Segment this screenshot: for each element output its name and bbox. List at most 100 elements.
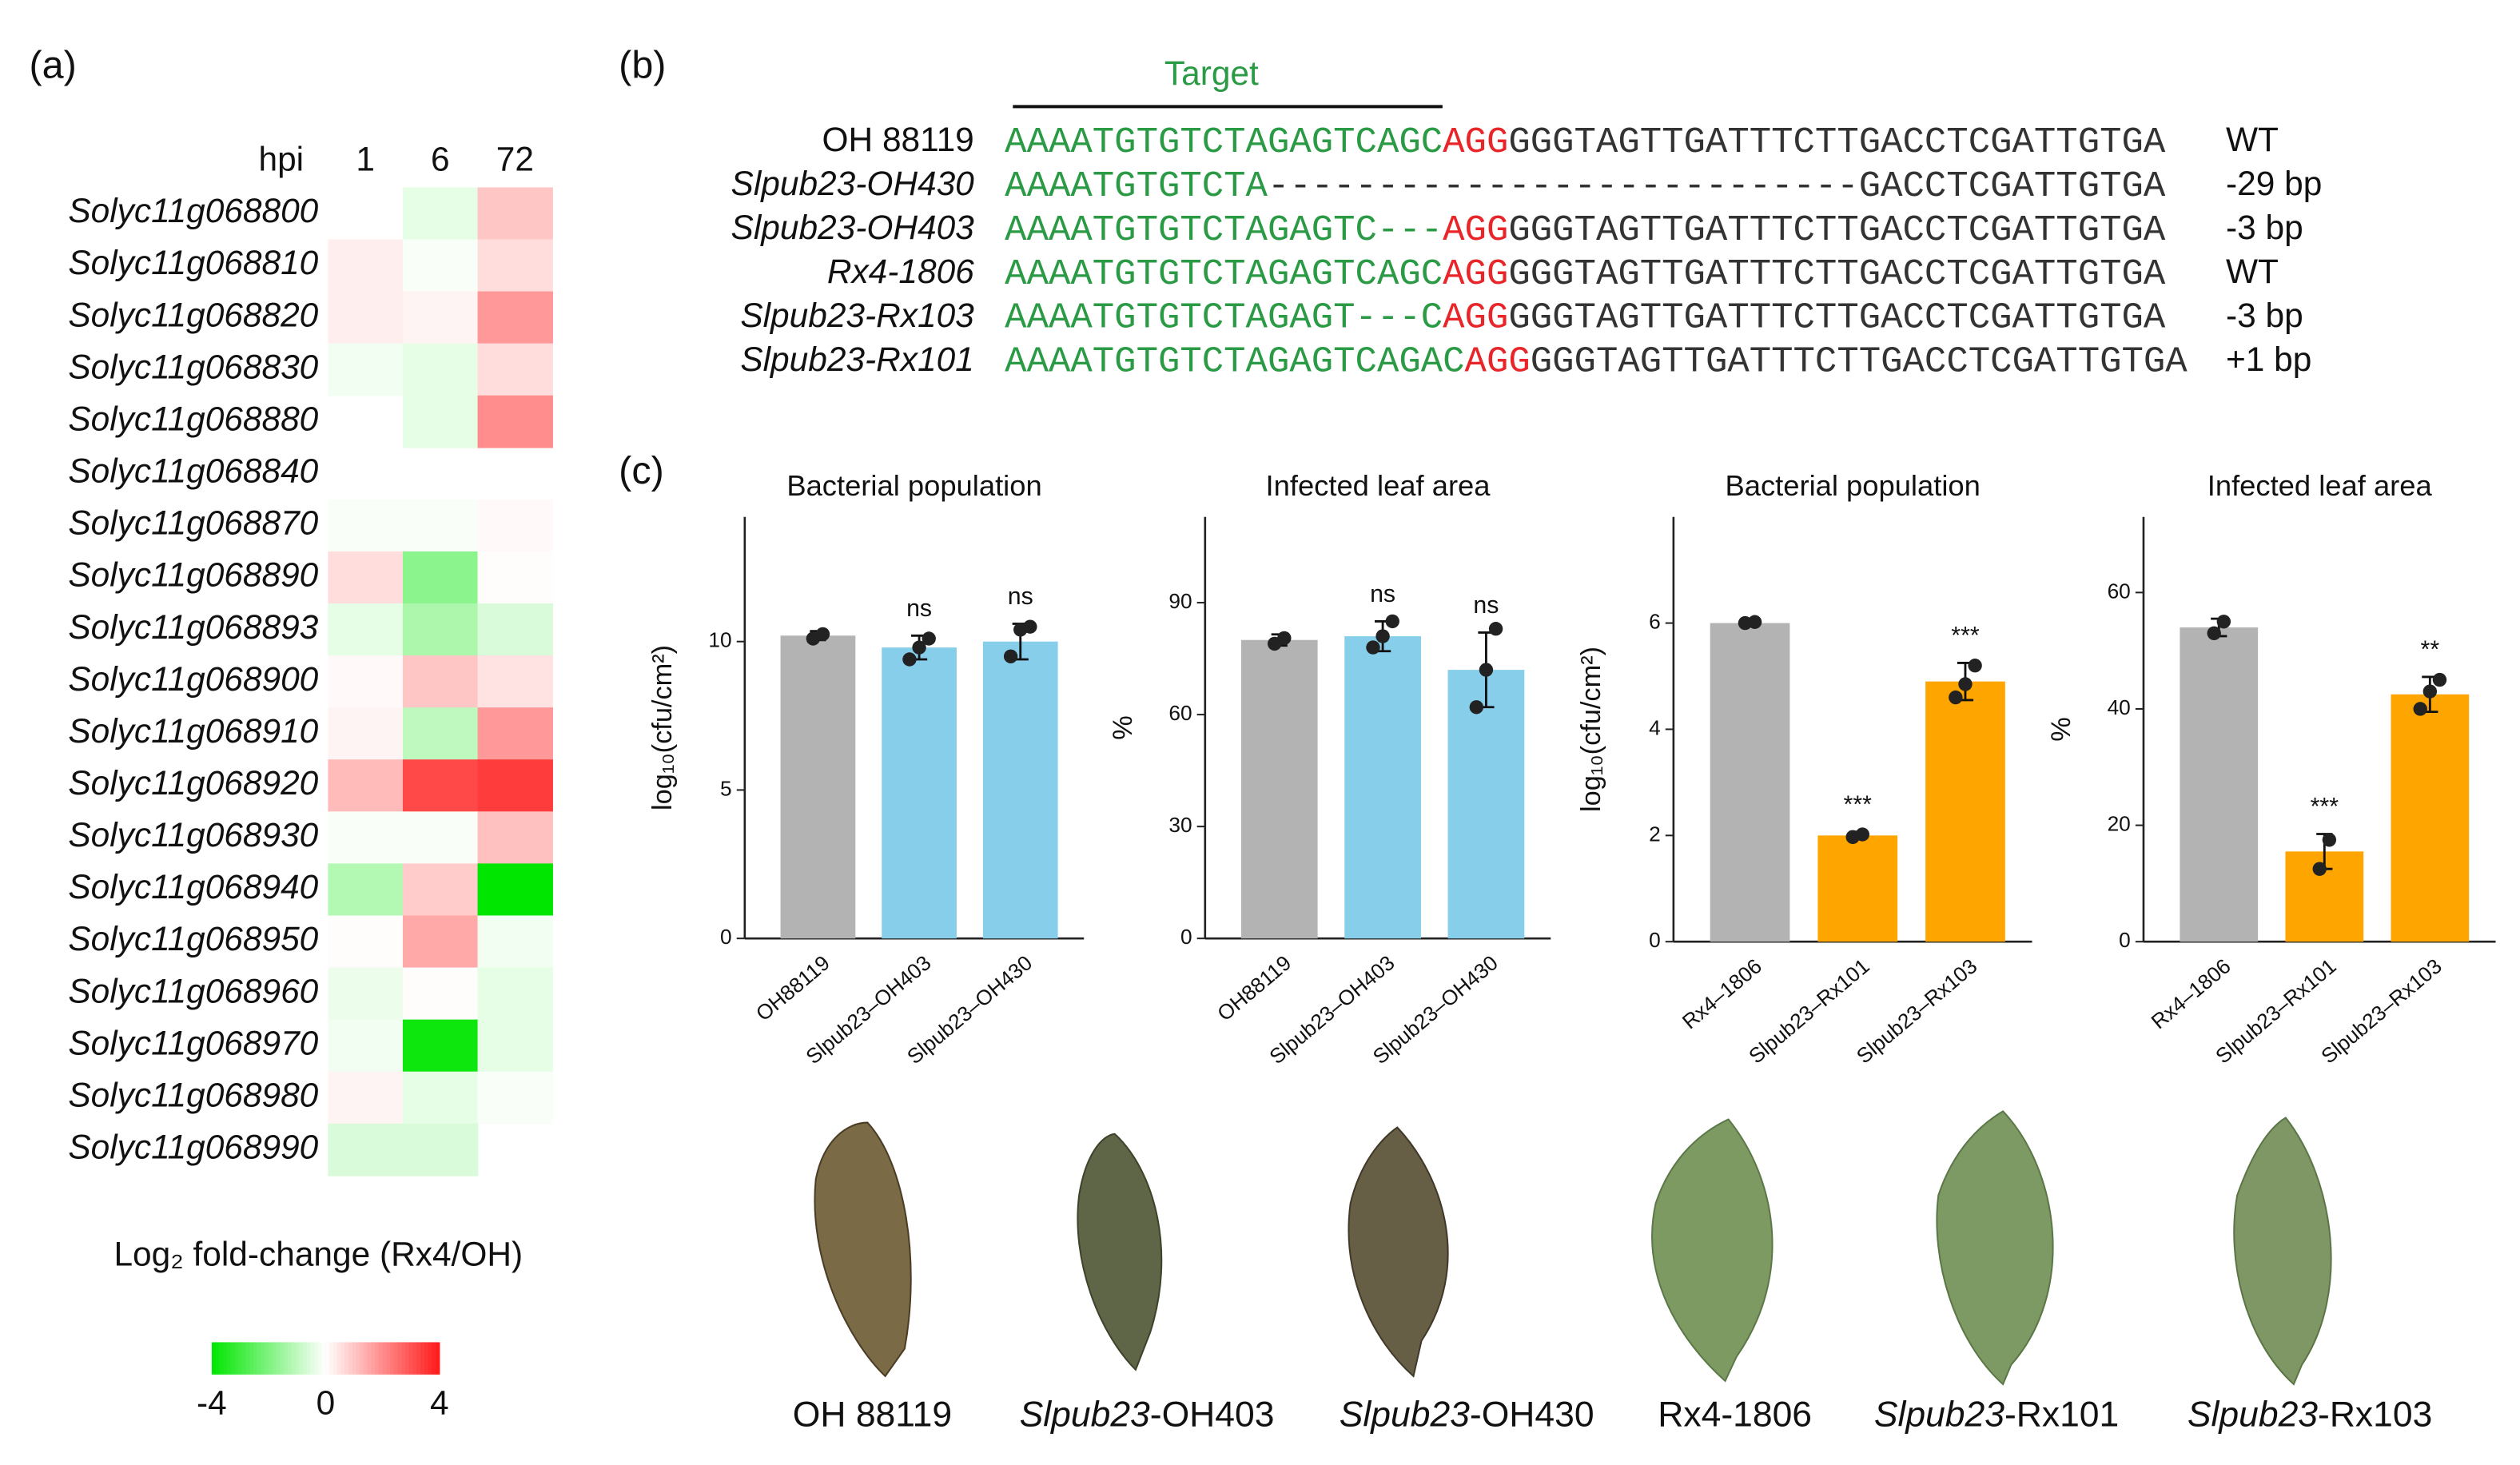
heat-cell	[477, 1019, 553, 1073]
colorbar-segment	[344, 1342, 349, 1375]
data-point	[2432, 672, 2447, 687]
sample-name: Slpub23-Rx101	[740, 340, 973, 378]
data-point	[1366, 640, 1380, 655]
bar	[2180, 627, 2259, 942]
genotype-gene: Slpub23	[1874, 1395, 2004, 1434]
sequence: AAAATGTGTCTAGAGTCAGCAGGGGGTAGTTGATTTCTTG…	[1005, 253, 2166, 295]
y-tick-label: 40	[2108, 695, 2131, 719]
heat-cell	[328, 915, 404, 969]
heat-cell	[477, 603, 553, 656]
bar	[780, 635, 856, 939]
heat-cell	[477, 1071, 553, 1125]
heat-cell	[477, 551, 553, 604]
heat-cell	[402, 187, 479, 241]
colorbar-segment	[420, 1342, 425, 1375]
heat-cell	[402, 603, 479, 656]
colorbar-segment	[329, 1342, 334, 1375]
heat-cell	[328, 863, 404, 917]
leaf-label: Slpub23-Rx103	[2188, 1395, 2432, 1434]
colorbar-segment	[269, 1342, 273, 1375]
colorbar-segment	[299, 1342, 304, 1375]
gene: Solyc11g068870	[68, 504, 318, 542]
heat-cell	[477, 499, 553, 552]
heat-cell	[477, 759, 553, 813]
gene: Solyc11g068880	[68, 400, 318, 437]
panel-label: (c)	[619, 449, 664, 492]
heat-cell	[477, 187, 553, 241]
mutation-note: -29 bp	[2226, 165, 2322, 202]
heat-cell	[328, 811, 404, 865]
y-tick-label: 0	[1180, 925, 1192, 949]
colorbar-label: Log₂ fold-change (Rx4/OH)	[113, 1236, 523, 1273]
heat-cell	[402, 1123, 479, 1176]
y-tick-label: 20	[2108, 812, 2131, 836]
flanking-sequence: GGGTAGTTGATTTCTTGACCTCGATTGTGA	[1508, 253, 2166, 295]
data-point	[1958, 677, 1973, 691]
genotype-gene: Slpub23	[1020, 1395, 1150, 1434]
significance: ns	[1473, 592, 1499, 619]
gene: Solyc11g068830	[68, 348, 318, 385]
heat-cell	[402, 1019, 479, 1073]
y-tick-label: 4	[1649, 715, 1661, 739]
colorbar-segment	[401, 1342, 406, 1375]
data-point	[1385, 614, 1399, 629]
heat-cell	[328, 967, 404, 1021]
data-point	[1855, 827, 1870, 842]
data-point	[922, 631, 936, 646]
guide-sequence: AAAATGTGTCTAGAGTCAGAC	[1005, 341, 1464, 383]
heat-cell	[328, 551, 404, 604]
heat-cell	[477, 239, 553, 293]
gene: Solyc11g068940	[68, 868, 318, 906]
data-point	[912, 640, 926, 655]
y-tick-label: 6	[1649, 610, 1661, 634]
colorbar-segment	[272, 1342, 277, 1375]
heat-cell	[328, 343, 404, 396]
sequence: AAAATGTGTCTAGAGTCAGACAGGGGGTAGTTGATTTCTT…	[1005, 341, 2188, 383]
colorbar-segment	[378, 1342, 384, 1375]
pam-sequence: AGG	[1443, 209, 1508, 251]
gene: Solyc11g068990	[68, 1129, 318, 1166]
colorbar-segment	[352, 1342, 356, 1375]
genotype-gene: Slpub23	[2188, 1395, 2318, 1434]
significance: ns	[1008, 583, 1033, 610]
colorbar-segment	[412, 1342, 417, 1375]
gene: Solyc11g068930	[68, 816, 318, 854]
y-tick-label: 5	[720, 776, 732, 800]
leaf-label: Slpub23-Rx101	[1874, 1395, 2119, 1434]
colorbar-segment	[332, 1342, 338, 1375]
colorbar-segment	[245, 1342, 251, 1375]
colorbar-segment	[416, 1342, 421, 1375]
flanking-sequence: GGGTAGTTGATTTCTTGACCTCGATTGTGA	[1531, 341, 2188, 383]
colorbar-segment	[295, 1342, 300, 1375]
x-tick-label: OH88119	[751, 950, 834, 1025]
y-tick-label: 10	[708, 628, 731, 652]
colorbar-segment	[408, 1342, 414, 1375]
heat-cell	[402, 239, 479, 293]
sequence: AAAATGTGTCTAGAGT---CAGGGGGTAGTTGATTTCTTG…	[1005, 297, 2166, 339]
genotype-line: Rx4-1806	[1658, 1395, 1812, 1434]
genotype-line: -Rx103	[2318, 1395, 2432, 1434]
colorbar-segment	[363, 1342, 368, 1375]
heat-cell	[477, 967, 553, 1021]
colorbar-segment	[291, 1342, 296, 1375]
gene: Solyc11g068950	[68, 920, 318, 957]
colorbar-segment	[360, 1342, 364, 1375]
heat-cell	[477, 915, 553, 969]
sample-name: Slpub23-OH403	[731, 209, 975, 246]
heat-cell	[477, 291, 553, 344]
significance: ***	[1844, 791, 1873, 818]
data-point	[1023, 619, 1037, 634]
colorbar-segment	[226, 1342, 232, 1375]
colorbar-segment	[367, 1342, 372, 1375]
colorbar-segment	[230, 1342, 236, 1375]
sample-name: OH 88119	[822, 121, 974, 158]
heat-cell	[402, 291, 479, 344]
heat-cell	[328, 291, 404, 344]
significance: ns	[1370, 581, 1395, 607]
gene: Solyc11g068810	[68, 244, 318, 281]
colorbar-segment	[253, 1342, 258, 1375]
heat-cell	[402, 343, 479, 396]
colorbar-segment	[356, 1342, 360, 1375]
bar	[882, 647, 957, 939]
